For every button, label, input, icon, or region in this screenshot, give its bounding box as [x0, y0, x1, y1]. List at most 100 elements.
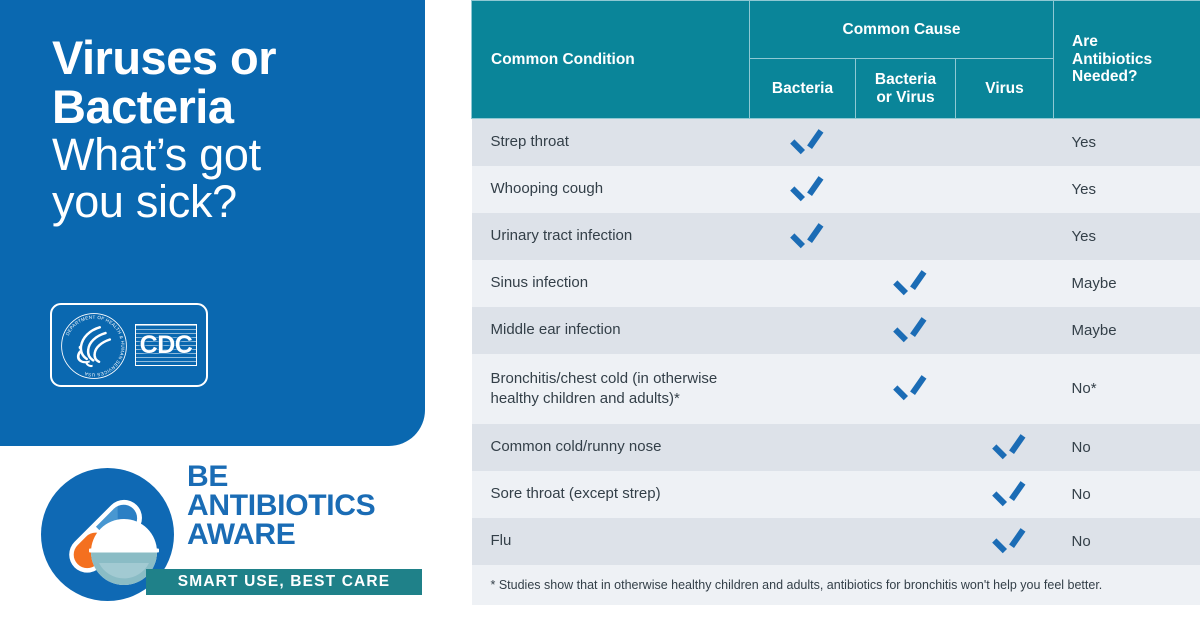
table-row: Bronchitis/chest cold (in otherwise heal… — [471, 353, 1200, 424]
cell-virus — [955, 118, 1054, 166]
table-header-row-1: Common Condition Common Cause Are Antibi… — [471, 0, 1200, 119]
cell-antibiotics-needed: Maybe — [1053, 259, 1200, 307]
cell-antibiotics-needed: Yes — [1053, 165, 1200, 213]
cell-condition: Strep throat — [471, 118, 750, 166]
checkmark-icon — [790, 225, 815, 244]
cell-bacteria — [749, 259, 856, 307]
cell-condition: Bronchitis/chest cold (in otherwise heal… — [471, 353, 750, 424]
cell-antibiotics-needed: No* — [1053, 353, 1200, 424]
cdc-logo-text: CDC — [139, 330, 193, 359]
table-row: Strep throat Yes — [471, 118, 1200, 166]
table-footnote: * Studies show that in otherwise healthy… — [471, 564, 1200, 605]
cell-bacteria-or-virus — [855, 306, 956, 354]
cell-condition: Sinus infection — [471, 259, 750, 307]
column-header-common-condition: Common Condition — [471, 0, 750, 119]
cell-condition: Sore throat (except strep) — [471, 470, 750, 518]
conditions-table-wrapper: Common Condition Common Cause Are Antibi… — [471, 0, 1200, 605]
cell-virus — [955, 517, 1054, 565]
cell-bacteria-or-virus — [855, 423, 956, 471]
headline-bold-line-1: Viruses or — [52, 31, 277, 84]
checkmark-icon — [893, 272, 918, 291]
baa-line-1: BE — [187, 460, 229, 493]
cell-condition: Common cold/runny nose — [471, 423, 750, 471]
cell-bacteria-or-virus — [855, 118, 956, 166]
cell-condition: Flu — [471, 517, 750, 565]
cell-antibiotics-needed: Yes — [1053, 118, 1200, 166]
cell-virus — [955, 212, 1054, 260]
cell-bacteria — [749, 353, 856, 424]
cell-bacteria — [749, 306, 856, 354]
checkmark-icon — [992, 530, 1017, 549]
headline-light-line-1: What’s got — [52, 128, 261, 180]
bacteria-or-virus-line-2: or Virus — [876, 88, 935, 106]
table-row: Sinus infection Maybe — [471, 259, 1200, 307]
left-hero-panel: Viruses or Bacteria What’s got you sick?… — [0, 0, 425, 446]
cell-condition: Whooping cough — [471, 165, 750, 213]
baa-tagline-banner: SMART USE, BEST CARE — [146, 569, 422, 595]
cell-virus — [955, 259, 1054, 307]
cell-bacteria — [749, 118, 856, 166]
headline-bold-line-2: Bacteria — [52, 79, 234, 133]
table-row: Sore throat (except strep) No — [471, 470, 1200, 518]
cell-bacteria — [749, 212, 856, 260]
cell-bacteria — [749, 470, 856, 518]
cell-bacteria-or-virus — [855, 353, 956, 424]
cell-bacteria — [749, 165, 856, 213]
hhs-cdc-logo: DEPARTMENT OF HEALTH & HUMAN SERVICES US… — [50, 303, 208, 387]
checkmark-icon — [893, 319, 918, 338]
cell-virus — [955, 353, 1054, 424]
cell-condition: Middle ear infection — [471, 306, 750, 354]
checkmark-icon — [992, 436, 1017, 455]
column-header-bacteria: Bacteria — [749, 58, 856, 119]
be-antibiotics-aware-logo: BE ANTIBIOTICS AWARE — [41, 462, 441, 608]
baa-tagline-text: SMART USE, BEST CARE — [177, 573, 391, 590]
cell-antibiotics-needed: No — [1053, 470, 1200, 518]
baa-wordmark: BE ANTIBIOTICS AWARE — [187, 460, 487, 551]
hhs-seal-icon: DEPARTMENT OF HEALTH & HUMAN SERVICES US… — [61, 313, 127, 379]
table-row: Urinary tract infection Yes — [471, 212, 1200, 260]
table-body: Strep throat Yes Whooping cough Yes Urinary … — [471, 118, 1200, 605]
checkmark-icon — [790, 178, 815, 197]
column-header-common-cause: Common Cause — [748, 0, 1055, 59]
page-title: Viruses or Bacteria What’s got you sick? — [52, 31, 412, 227]
cell-bacteria-or-virus — [855, 517, 956, 565]
table-header-row-2: Bacteria Bacteria or Virus Virus — [472, 58, 1200, 119]
cell-bacteria — [749, 517, 856, 565]
antibiotics-needed-line-2: Antibiotics — [1072, 50, 1153, 68]
cell-antibiotics-needed: No — [1053, 423, 1200, 471]
baa-line-2: ANTIBIOTICS — [187, 488, 376, 522]
column-header-bacteria-or-virus: Bacteria or Virus — [855, 58, 956, 119]
cell-bacteria-or-virus — [855, 470, 956, 518]
cell-virus — [955, 470, 1054, 518]
table-row: Middle ear infection Maybe — [471, 306, 1200, 354]
checkmark-icon — [790, 131, 815, 150]
cell-antibiotics-needed: Maybe — [1053, 306, 1200, 354]
table-row: Whooping cough Yes — [471, 165, 1200, 213]
svg-text:DEPARTMENT OF HEALTH & HUMAN S: DEPARTMENT OF HEALTH & HUMAN SERVICES US… — [65, 315, 125, 378]
baa-line-3: AWARE — [187, 517, 296, 551]
cell-bacteria — [749, 423, 856, 471]
column-header-virus: Virus — [954, 58, 1055, 119]
conditions-table: Common Condition Common Cause Are Antibi… — [471, 0, 1200, 605]
column-header-antibiotics-needed: Are Antibiotics Needed? — [1053, 0, 1200, 119]
bacteria-or-virus-line-1: Bacteria — [874, 70, 937, 88]
table-row: Flu No — [471, 517, 1200, 565]
cell-antibiotics-needed: No — [1053, 517, 1200, 565]
checkmark-icon — [992, 483, 1017, 502]
cell-virus — [955, 165, 1054, 213]
checkmark-icon — [893, 377, 918, 396]
table-footnote-row: * Studies show that in otherwise healthy… — [471, 564, 1200, 605]
cell-bacteria-or-virus — [855, 212, 956, 260]
headline-light-line-2: you sick? — [52, 175, 237, 227]
table-header: Common Condition Common Cause Are Antibi… — [471, 0, 1200, 119]
cell-condition: Urinary tract infection — [471, 212, 750, 260]
cell-bacteria-or-virus — [855, 165, 956, 213]
table-row: Common cold/runny nose No — [471, 423, 1200, 471]
cdc-logo-block: CDC — [135, 324, 197, 366]
cell-virus — [955, 306, 1054, 354]
pill-and-mortar-icon — [41, 468, 174, 601]
cell-virus — [955, 423, 1054, 471]
cell-bacteria-or-virus — [855, 259, 956, 307]
antibiotics-needed-line-1: Are — [1072, 32, 1098, 50]
antibiotics-needed-line-3: Needed? — [1072, 68, 1138, 86]
